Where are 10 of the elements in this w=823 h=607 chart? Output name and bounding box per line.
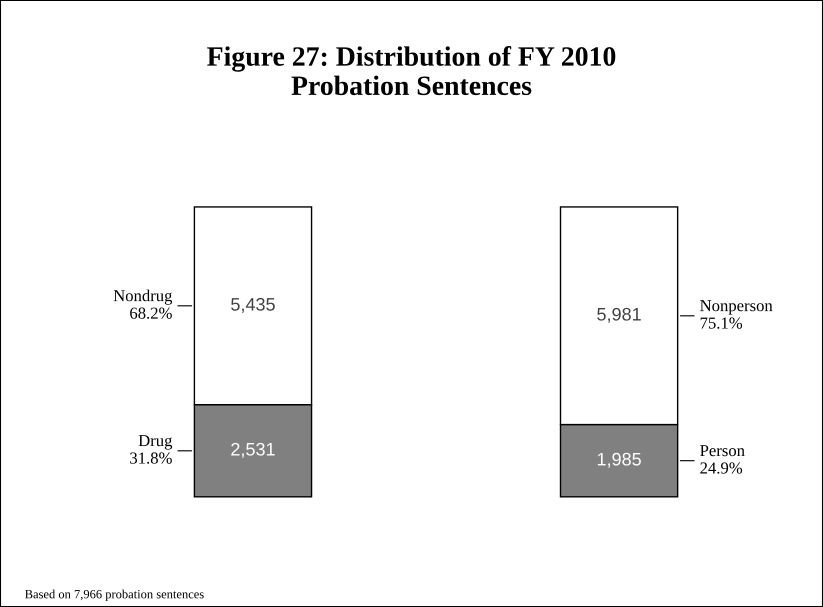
annotation: Drug 31.8% (130, 435, 172, 464)
annotation: Person 24.9% (700, 445, 745, 474)
data-label: 1,985 (598, 452, 641, 468)
annotation: Nondrug 68.2% (114, 290, 172, 319)
data-label: 2,531 (231, 442, 275, 458)
text: Based on 7,966 probation sentences (25, 590, 204, 601)
chart-title: Figure 27: Distribution of FY 2010 Probation Sentences (207, 46, 616, 96)
data-label: 5,981 (597, 308, 641, 323)
data-label: 5,435 (231, 298, 275, 313)
annotation: Nonperson 75.1% (700, 300, 773, 329)
